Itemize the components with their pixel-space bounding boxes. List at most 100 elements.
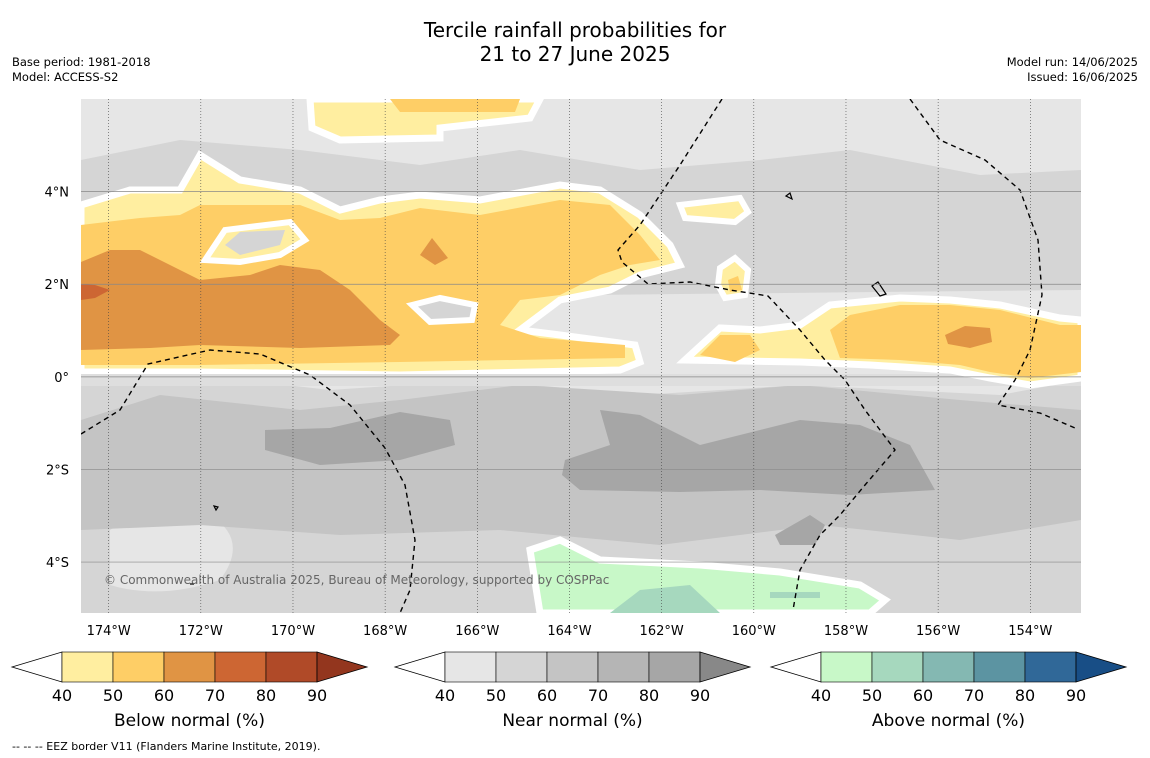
eez-border-american-samoa xyxy=(81,349,416,613)
eez-borders xyxy=(81,99,1076,613)
islands xyxy=(190,192,887,585)
colorbar-over-arrow xyxy=(1075,651,1128,683)
eez-footnote: -- -- -- EEZ border V11 (Flanders Marine… xyxy=(12,740,321,753)
colorbars: 40 50 60 70 80 90 Below normal (%) 40 50 60 70 80 90… xyxy=(10,651,1128,731)
lon-tick-label: 156°W xyxy=(916,624,960,639)
colorbar-tick-label: 70 xyxy=(964,686,984,705)
colorbar-segment xyxy=(495,651,548,683)
colorbar-tick-label: 40 xyxy=(811,686,831,705)
colorbar-tick-label: 80 xyxy=(639,686,659,705)
below-normal-colorbar: 40 50 60 70 80 90 Below normal (%) xyxy=(10,651,369,731)
colorbar-tick-label: 90 xyxy=(307,686,327,705)
lat-tick-label: 4°S xyxy=(46,556,69,571)
near-normal-40-patch-south xyxy=(110,512,233,592)
lon-tick-label: 168°W xyxy=(363,624,407,639)
below-normal-70-spot xyxy=(81,284,110,300)
above-normal-label: Above normal (%) xyxy=(872,711,1025,731)
lon-tick-label: 160°W xyxy=(732,624,776,639)
near-normal-inlet-2 xyxy=(405,294,479,326)
colorbar-tick-label: 40 xyxy=(52,686,72,705)
island-small-b xyxy=(212,505,219,512)
lon-tick-label: 166°W xyxy=(455,624,499,639)
model-run-date: Model run: 14/06/2025 xyxy=(1006,55,1138,69)
colorbar-tick-label: 50 xyxy=(486,686,506,705)
colorbar-over-arrow xyxy=(699,651,752,683)
near-normal-inlet xyxy=(225,230,285,255)
colorbar-segment xyxy=(820,651,873,683)
colorbar-tick-label: 70 xyxy=(205,686,225,705)
colorbar-tick-label: 60 xyxy=(913,686,933,705)
colorbar-tick-label: 40 xyxy=(435,686,455,705)
colorbar-segment xyxy=(61,651,114,683)
title-line-2: 21 to 27 June 2025 xyxy=(479,42,671,66)
island-kiritimati xyxy=(871,281,887,297)
below-normal-60-east xyxy=(945,326,992,348)
colorbar-segment xyxy=(597,651,650,683)
near-normal-70-patch-south xyxy=(775,515,825,545)
colorbar-tick-label: 90 xyxy=(1066,686,1086,705)
title-line-1: Tercile rainfall probabilities for xyxy=(423,18,727,42)
below-normal-40-spot-a xyxy=(675,194,752,226)
model-info: Base period: 1981-2018 Model: ACCESS-S2 xyxy=(12,55,151,85)
eez-border-kiribati-east xyxy=(909,99,1076,429)
below-normal-50-top xyxy=(390,99,520,112)
colorbar-segment xyxy=(922,651,975,683)
below-normal-60-spot xyxy=(420,238,448,265)
lat-tick-label: 0° xyxy=(54,371,69,386)
below-normal-50-east-small xyxy=(700,335,760,362)
lon-tick-label: 174°W xyxy=(87,624,131,639)
colorbar-segment xyxy=(163,651,216,683)
near-normal-70-patch-west xyxy=(265,412,455,465)
run-info: Model run: 14/06/2025 Issued: 16/06/2025 xyxy=(1007,55,1138,85)
colorbar-segment xyxy=(871,651,924,683)
colorbar-tick-label: 80 xyxy=(1015,686,1035,705)
equator-grey-strip xyxy=(81,374,1081,386)
island-small-a xyxy=(784,192,794,201)
colorbar-segment xyxy=(546,651,599,683)
colorbar-segment xyxy=(214,651,267,683)
colorbar-under-arrow xyxy=(769,651,822,683)
below-normal-label: Below normal (%) xyxy=(114,711,265,731)
base-period: Base period: 1981-2018 xyxy=(12,55,151,69)
colorbar-under-arrow xyxy=(10,651,63,683)
lon-tick-label: 162°W xyxy=(640,624,684,639)
colorbar-under-arrow xyxy=(393,651,446,683)
above-normal-50-region xyxy=(610,585,720,613)
issued-date: Issued: 16/06/2025 xyxy=(1027,70,1138,84)
lon-tick-label: 158°W xyxy=(824,624,868,639)
colorbar-tick-label: 60 xyxy=(537,686,557,705)
eez-border-kiribati-west xyxy=(617,99,896,611)
colorbar-segment xyxy=(112,651,165,683)
colorbar-tick-label: 50 xyxy=(862,686,882,705)
lat-tick-label: 2°S xyxy=(46,463,69,478)
lon-tick-label: 154°W xyxy=(1008,624,1052,639)
near-normal-70-patch-center xyxy=(562,410,935,495)
graticule xyxy=(81,99,1081,613)
lat-tick-label: 2°N xyxy=(45,278,70,293)
map-title: Tercile rainfall probabilities for 21 to… xyxy=(0,18,1150,66)
above-normal-colorbar: 40 50 60 70 80 90 Above normal (%) xyxy=(769,651,1128,731)
below-normal-60-main xyxy=(81,250,400,350)
colorbar-tick-label: 90 xyxy=(690,686,710,705)
colorbar-segment xyxy=(973,651,1026,683)
lon-tick-label: 170°W xyxy=(271,624,315,639)
colorbar-segment xyxy=(1024,651,1077,683)
near-normal-label: Near normal (%) xyxy=(502,711,642,731)
lon-tick-label: 172°W xyxy=(179,624,223,639)
colorbar-segment xyxy=(648,651,701,683)
copyright-notice: © Commonwealth of Australia 2025, Bureau… xyxy=(104,573,609,587)
lon-tick-label: 164°W xyxy=(547,624,591,639)
model-name: Model: ACCESS-S2 xyxy=(12,70,119,84)
colorbar-segment xyxy=(265,651,318,683)
colorbar-tick-label: 80 xyxy=(256,686,276,705)
colorbar-tick-label: 50 xyxy=(103,686,123,705)
colorbar-over-arrow xyxy=(316,651,369,683)
colorbar-tick-label: 60 xyxy=(154,686,174,705)
near-normal-colorbar: 40 50 60 70 80 90 Near normal (%) xyxy=(393,651,752,731)
colorbar-segment xyxy=(444,651,497,683)
lat-tick-label: 4°N xyxy=(45,186,70,201)
map-panel: © Commonwealth of Australia 2025, Bureau… xyxy=(81,99,1081,613)
colorbar-tick-label: 70 xyxy=(588,686,608,705)
axis-ticks: 174°W 172°W 170°W 168°W 166°W 164°W 162°W 160°W… xyxy=(45,186,1053,639)
